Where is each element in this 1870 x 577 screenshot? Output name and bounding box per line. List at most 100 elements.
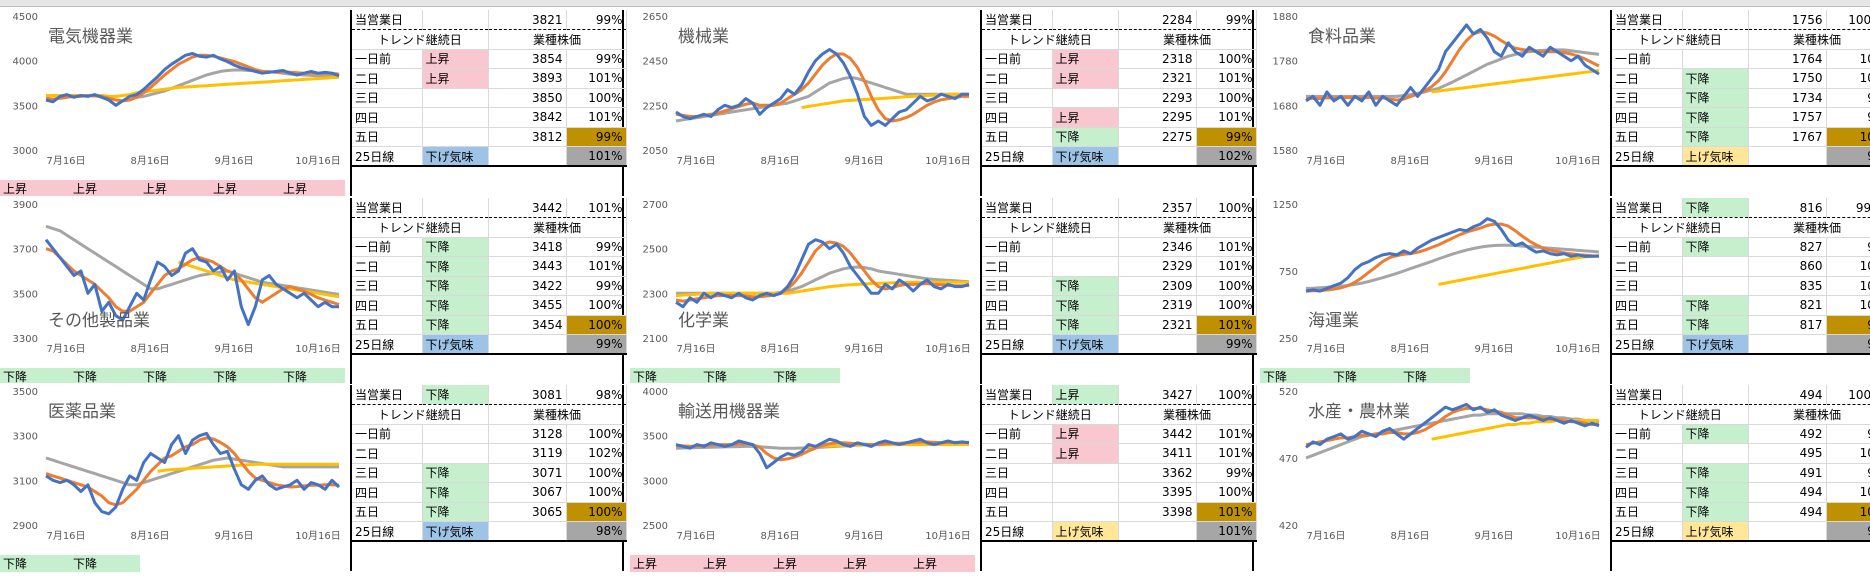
table-row: 五日 下降 3065 100% [352, 502, 627, 522]
percent-value: 103 [1826, 256, 1870, 277]
percent-value: 101% [1196, 256, 1257, 277]
percent-value: 100% [566, 463, 627, 483]
sector-chart[interactable]: 1250 750 250 7月16日 8月16日 9月16日 10月16日 海運業 [1260, 196, 1605, 356]
percent-value: 96 [1826, 237, 1870, 257]
table-row: 四日 下降 3455 100% [352, 295, 627, 316]
percent-value: 101% [1196, 502, 1257, 522]
sector-chart[interactable]: 3900 3700 3500 3300 7月16日 8月16日 9月16日 10月16日 その他… [0, 196, 345, 356]
empty-cell [488, 334, 567, 355]
table-row: 一日前 上昇 3854 99% [352, 49, 627, 69]
y-tick-label: 2250 [643, 101, 668, 112]
percent-value: 101 [1826, 49, 1870, 69]
percent-value: 101% [1196, 237, 1257, 257]
x-tick-label: 7月16日 [1306, 155, 1345, 167]
row-label: 三日 [352, 276, 423, 296]
subheader-label: 業種株価 [488, 404, 627, 425]
trend-tag: 下降 [422, 315, 489, 335]
series-line-ma5 [1305, 222, 1600, 293]
series-line-base [1431, 69, 1600, 94]
percent-value: 100% [1196, 295, 1257, 316]
chart-title: 輸送用機器業 [678, 402, 780, 422]
ma-signal: 下げ気味 [422, 334, 489, 355]
trend-cell: 下降 [1330, 368, 1400, 385]
x-tick-label: 10月16日 [1555, 530, 1600, 542]
percent-value: 100 [1826, 482, 1870, 503]
column-header-strip [0, 0, 1870, 7]
table-row: 五日下降1767100 [1612, 127, 1870, 147]
percent-value: 99% [566, 237, 627, 257]
table-row: トレンド継続日 業種株価 [352, 404, 627, 425]
table-row: 四日 上昇 2295 101% [982, 107, 1257, 128]
price-value: 1756 [1748, 10, 1827, 30]
subheader-label: 業種株価 [1748, 217, 1870, 238]
x-tick-label: 7月16日 [676, 530, 715, 542]
series-line-actual [1305, 217, 1599, 293]
row-label: 二日 [982, 68, 1053, 89]
trend-tag [422, 88, 489, 108]
trend-table: 当営業日 3442 101% トレンド継続日 業種株価 一日前 下降 3418 99% 二日 下降 3… [350, 198, 627, 384]
price-value: 3395 [1118, 482, 1197, 503]
trend-strip: 上昇 上昇 上昇 上昇 上昇 [630, 553, 975, 572]
percent-value: 98% [566, 385, 627, 405]
table-row: トレンド継続日 業種株価 [982, 29, 1257, 50]
table-row: 三日 3850 100% [352, 88, 627, 108]
trend-tag [1052, 256, 1119, 277]
price-value: 2321 [1118, 68, 1197, 89]
row-label: 二日 [982, 443, 1053, 464]
percent-value: 101% [1196, 315, 1257, 335]
table-row: 二日 3119 102% [352, 443, 627, 464]
x-tick-label: 9月16日 [844, 530, 883, 542]
row-label: 一日前 [352, 424, 423, 444]
table-row: 五日 3398 101% [982, 502, 1257, 522]
trend-cell: 下降 [210, 368, 280, 385]
trend-tag: 下降 [1052, 295, 1119, 316]
subheader-label: 業種株価 [1748, 29, 1870, 50]
sector-chart[interactable]: 2650 2450 2250 2050 7月16日 8月16日 9月16日 10月16日 機械業 [630, 8, 975, 168]
table-row: 当営業日 2284 99% [982, 10, 1257, 30]
row-label: 25日線 [982, 521, 1053, 542]
table-row: 当営業日 上昇 3427 100% [982, 385, 1257, 405]
table-row: 二日 上昇 2321 101% [982, 68, 1257, 89]
price-value: 2357 [1118, 198, 1197, 218]
table-row: 当営業日下降81699% [1612, 198, 1870, 218]
percent-value: 100% [566, 315, 627, 335]
sector-chart[interactable]: 4500 4000 3500 3000 7月16日 8月16日 9月16日 10月16日 電気機… [0, 8, 345, 168]
table-row: 一日前 1764101 [1612, 49, 1870, 69]
percent-value: 100% [1196, 385, 1257, 405]
y-tick-label: 3300 [13, 334, 38, 345]
x-tick-label: 9月16日 [214, 155, 253, 167]
percent-value: 100% [1196, 276, 1257, 296]
trend-tag [422, 424, 489, 444]
trend-tag: 上昇 [1052, 107, 1119, 128]
ma-signal: 上げ気味 [1682, 521, 1749, 542]
chart-title: 電気機器業 [48, 27, 133, 47]
trend-tag [1052, 198, 1119, 218]
trend-tag: 下降 [1682, 237, 1749, 257]
sector-chart[interactable]: 2700 2500 2300 2100 7月16日 8月16日 9月16日 10月16日 化学業 [630, 196, 975, 356]
table-row: 五日 下降 2321 101% [982, 315, 1257, 335]
row-label: 当営業日 [982, 10, 1053, 30]
sector-chart[interactable]: 4000 3500 3000 2500 7月16日 8月16日 9月16日 10月16日 輸送用… [630, 383, 975, 543]
trend-cell: 上昇 [0, 180, 70, 197]
series-line-actual [675, 238, 970, 309]
y-tick-label: 3500 [643, 432, 668, 443]
trend-cell: 上昇 [630, 555, 700, 572]
x-tick-label: 10月16日 [295, 155, 340, 167]
percent-value: 99% [1826, 198, 1870, 218]
percent-value: 99 [1826, 88, 1870, 108]
table-row: 三日 3362 99% [982, 463, 1257, 483]
percent-value: 100% [566, 502, 627, 522]
table-row: 25日線 上げ気味 101% [982, 521, 1257, 542]
table-row: 二日下降1750101 [1612, 68, 1870, 89]
trend-cell: 下降 [280, 368, 345, 385]
sector-chart[interactable]: 520 470 420 7月16日 8月16日 9月16日 10月16日 水産・農林業 [1260, 383, 1605, 543]
trend-table: 当営業日494100%トレンド継続日業種株価一日前下降49299二日495101… [1610, 385, 1870, 571]
subheader-label: トレンド継続日 [982, 29, 1119, 50]
percent-value: 99% [1196, 10, 1257, 30]
sector-chart[interactable]: 1880 1780 1680 1580 7月16日 8月16日 9月16日 10月16日 食料品… [1260, 8, 1605, 168]
percent-value: 100% [1196, 198, 1257, 218]
table-row: 二日 860103 [1612, 256, 1870, 277]
trend-tag: 下降 [1052, 276, 1119, 296]
sector-chart[interactable]: 3500 3300 3100 2900 7月16日 8月16日 9月16日 10月16日 医薬品… [0, 383, 345, 543]
